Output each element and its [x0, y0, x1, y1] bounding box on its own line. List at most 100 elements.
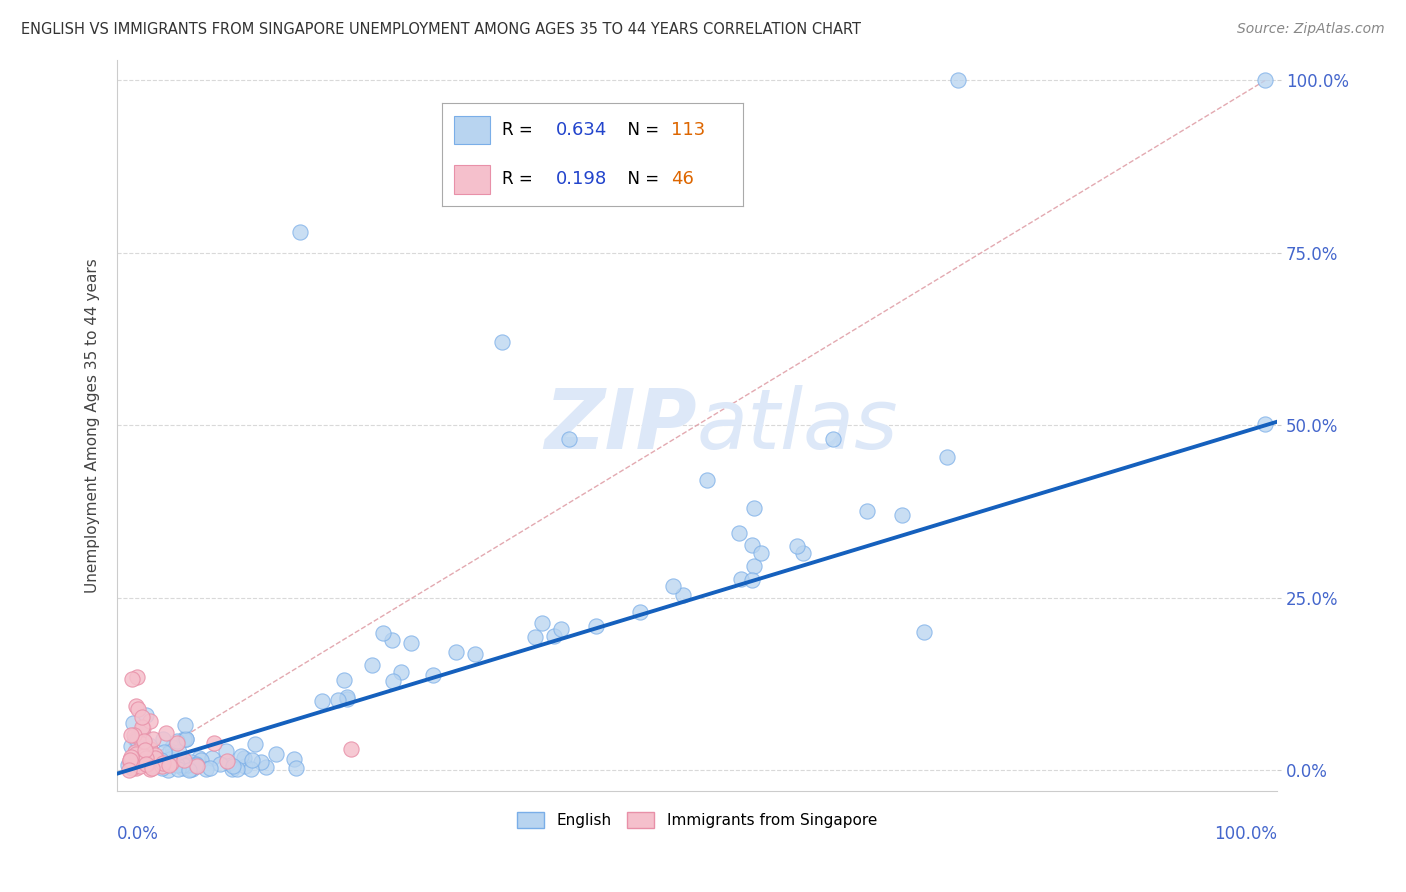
Point [146, 755, 169, 769]
Point [172, 757, 194, 772]
Point [173, 732, 195, 747]
Point [266, 747, 288, 762]
Point [340, 742, 363, 756]
Point [179, 762, 201, 776]
Point [139, 714, 162, 729]
Point [173, 753, 195, 767]
Point [139, 742, 162, 756]
Point [749, 545, 772, 559]
Point [124, 698, 146, 713]
Point [311, 694, 333, 708]
Point [336, 691, 359, 706]
Y-axis label: Unemployment Among Ages 35 to 44 years: Unemployment Among Ages 35 to 44 years [86, 258, 100, 592]
Point [125, 670, 148, 684]
Point [122, 715, 145, 730]
Point [131, 749, 153, 764]
Point [142, 758, 165, 772]
Point [135, 708, 157, 723]
Text: 100.0%: 100.0% [1213, 825, 1277, 844]
Point [132, 733, 155, 747]
Point [120, 750, 142, 764]
Point [328, 692, 350, 706]
Point [1254, 417, 1277, 432]
Point [152, 756, 174, 770]
Point [159, 744, 181, 758]
Point [128, 755, 150, 769]
Point [730, 572, 752, 586]
Point [124, 732, 146, 747]
Point [122, 728, 145, 742]
Point [177, 763, 200, 777]
Point [240, 762, 263, 776]
Point [176, 758, 198, 772]
Point [131, 726, 153, 740]
Point [135, 750, 157, 764]
Point [134, 743, 156, 757]
Point [167, 763, 190, 777]
Point [742, 559, 765, 574]
Point [232, 750, 254, 764]
Point [333, 673, 356, 688]
Point [117, 757, 139, 772]
Point [948, 73, 970, 87]
Point [127, 732, 149, 747]
Point [120, 739, 142, 753]
Point [167, 745, 190, 759]
Point [143, 750, 166, 764]
Point [159, 748, 181, 763]
Point [141, 758, 163, 772]
Point [201, 751, 224, 765]
Point [138, 742, 160, 756]
Point [121, 672, 143, 686]
Point [148, 759, 170, 773]
Point [190, 753, 212, 767]
Point [118, 753, 141, 767]
Point [129, 759, 152, 773]
Point [131, 720, 153, 734]
Point [672, 588, 695, 602]
Point [153, 745, 176, 759]
Point [464, 647, 486, 661]
Point [150, 759, 173, 773]
Point [741, 573, 763, 587]
Point [523, 630, 546, 644]
Point [125, 747, 148, 761]
Point [208, 756, 231, 771]
Point [558, 432, 581, 446]
Point [155, 726, 177, 740]
Point [160, 739, 183, 754]
Text: Source: ZipAtlas.com: Source: ZipAtlas.com [1237, 22, 1385, 37]
Point [166, 734, 188, 748]
Point [335, 690, 357, 705]
Point [222, 759, 245, 773]
Point [821, 432, 844, 446]
Point [229, 749, 252, 764]
Point [149, 753, 172, 767]
Point [221, 762, 243, 776]
Point [696, 474, 718, 488]
Point [628, 605, 651, 619]
Point [124, 749, 146, 764]
Point [792, 546, 814, 560]
Point [170, 758, 193, 772]
Text: ENGLISH VS IMMIGRANTS FROM SINGAPORE UNEMPLOYMENT AMONG AGES 35 TO 44 YEARS CORR: ENGLISH VS IMMIGRANTS FROM SINGAPORE UNE… [21, 22, 860, 37]
Point [146, 752, 169, 766]
Point [129, 742, 152, 756]
Point [225, 763, 247, 777]
Point [856, 503, 879, 517]
Point [132, 721, 155, 735]
Text: atlas: atlas [697, 384, 898, 466]
Point [371, 625, 394, 640]
Point [134, 749, 156, 764]
Text: 0.0%: 0.0% [117, 825, 159, 844]
Point [381, 633, 404, 648]
Point [166, 757, 188, 772]
Point [543, 629, 565, 643]
Point [124, 745, 146, 759]
Point [184, 759, 207, 773]
Point [912, 625, 935, 640]
Point [254, 760, 277, 774]
Point [288, 225, 311, 239]
Point [180, 755, 202, 769]
Point [152, 732, 174, 747]
